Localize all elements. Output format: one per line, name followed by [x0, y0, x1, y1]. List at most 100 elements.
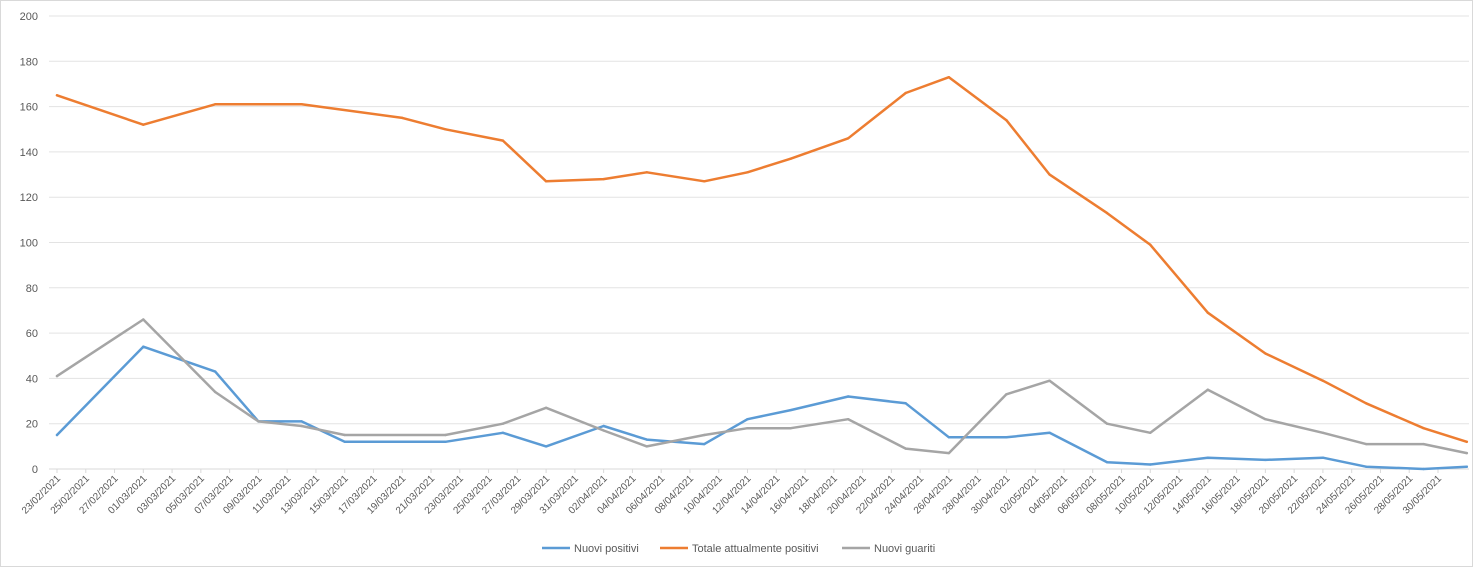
y-tick-label: 140 — [20, 147, 38, 159]
data-point — [847, 418, 850, 421]
data-point — [401, 116, 404, 120]
y-tick-label: 100 — [20, 238, 38, 250]
legend-label: Nuovi guariti — [874, 543, 935, 555]
legend-label: Nuovi positivi — [574, 543, 639, 555]
data-point — [703, 433, 706, 437]
data-point — [544, 180, 548, 183]
data-point — [214, 390, 217, 394]
data-point — [1422, 427, 1425, 430]
series-totale-attualmente-positivi — [55, 75, 1469, 444]
data-point — [444, 128, 447, 131]
data-point — [746, 418, 749, 421]
data-point — [904, 402, 907, 405]
legend-item: Nuovi guariti — [842, 543, 935, 555]
data-point — [1422, 442, 1425, 446]
data-point — [1005, 436, 1008, 439]
data-point — [257, 420, 260, 423]
data-point — [1465, 465, 1469, 468]
data-point — [1149, 463, 1152, 466]
data-point — [746, 427, 749, 430]
data-point — [1321, 379, 1325, 382]
data-point — [645, 445, 648, 448]
data-point — [947, 436, 951, 439]
data-point — [1422, 467, 1425, 471]
data-point — [1149, 431, 1152, 434]
data-point — [645, 438, 648, 441]
data-point — [300, 420, 303, 423]
data-point — [444, 433, 447, 437]
data-point — [746, 171, 749, 174]
data-point — [501, 422, 505, 425]
series-line — [55, 345, 1469, 471]
y-tick-label: 20 — [26, 419, 38, 431]
data-point — [55, 374, 59, 378]
data-point — [1105, 422, 1109, 425]
data-point — [214, 370, 217, 373]
data-point — [343, 433, 346, 437]
data-point — [904, 447, 907, 450]
data-point — [1465, 451, 1469, 455]
data-point — [847, 395, 850, 398]
data-point — [904, 91, 907, 95]
data-point — [789, 408, 792, 412]
data-point — [1048, 431, 1051, 434]
data-point — [1264, 352, 1267, 355]
data-point — [1105, 461, 1109, 464]
legend-label: Totale attualmente positivi — [692, 543, 819, 555]
y-tick-label: 200 — [20, 11, 38, 23]
legend-item: Nuovi positivi — [542, 543, 639, 555]
data-point — [257, 103, 260, 106]
y-tick-label: 160 — [20, 102, 38, 114]
data-point — [1206, 388, 1210, 391]
data-point — [214, 103, 217, 106]
series-line — [55, 318, 1469, 455]
legend: Nuovi positivi Totale attualmente positiv… — [542, 543, 935, 555]
data-point — [1364, 402, 1368, 405]
data-point — [343, 440, 346, 443]
y-axis-tick-labels: 0 20 40 60 80 100 120 140 160 180 200 — [20, 11, 38, 476]
data-point — [142, 318, 145, 321]
y-tick-label: 60 — [26, 328, 38, 340]
data-point — [142, 345, 145, 348]
data-point — [444, 440, 447, 443]
data-point — [544, 406, 548, 409]
y-tick-label: 80 — [26, 283, 38, 295]
data-point — [1149, 243, 1152, 246]
data-point — [703, 180, 706, 183]
data-point — [645, 171, 648, 174]
data-point — [55, 94, 59, 97]
y-tick-label: 180 — [20, 56, 38, 68]
y-tick-label: 120 — [20, 192, 38, 204]
data-point — [602, 424, 605, 428]
data-point — [1206, 456, 1210, 459]
data-point — [847, 137, 850, 140]
data-point — [789, 427, 792, 430]
data-point — [1264, 418, 1267, 421]
data-point — [1321, 456, 1325, 459]
series-nuovi-guariti — [55, 318, 1469, 455]
gridlines — [49, 15, 1469, 470]
y-tick-label: 0 — [32, 464, 38, 476]
data-point — [544, 445, 548, 448]
data-point — [947, 76, 951, 79]
data-point — [300, 424, 303, 428]
data-point — [501, 431, 505, 434]
data-point — [1364, 442, 1368, 446]
data-point — [1005, 393, 1008, 396]
series-lines — [55, 75, 1469, 471]
y-tick-label: 40 — [26, 373, 38, 385]
series-line — [55, 75, 1469, 444]
data-point — [789, 157, 792, 160]
data-point — [142, 123, 145, 126]
data-point — [300, 103, 303, 106]
data-point — [703, 442, 706, 446]
data-point — [1321, 431, 1325, 434]
data-point — [1264, 458, 1267, 462]
data-point — [602, 177, 605, 181]
data-point — [1105, 211, 1109, 215]
data-point — [55, 433, 59, 437]
data-point — [501, 139, 505, 142]
data-point — [1048, 379, 1051, 382]
